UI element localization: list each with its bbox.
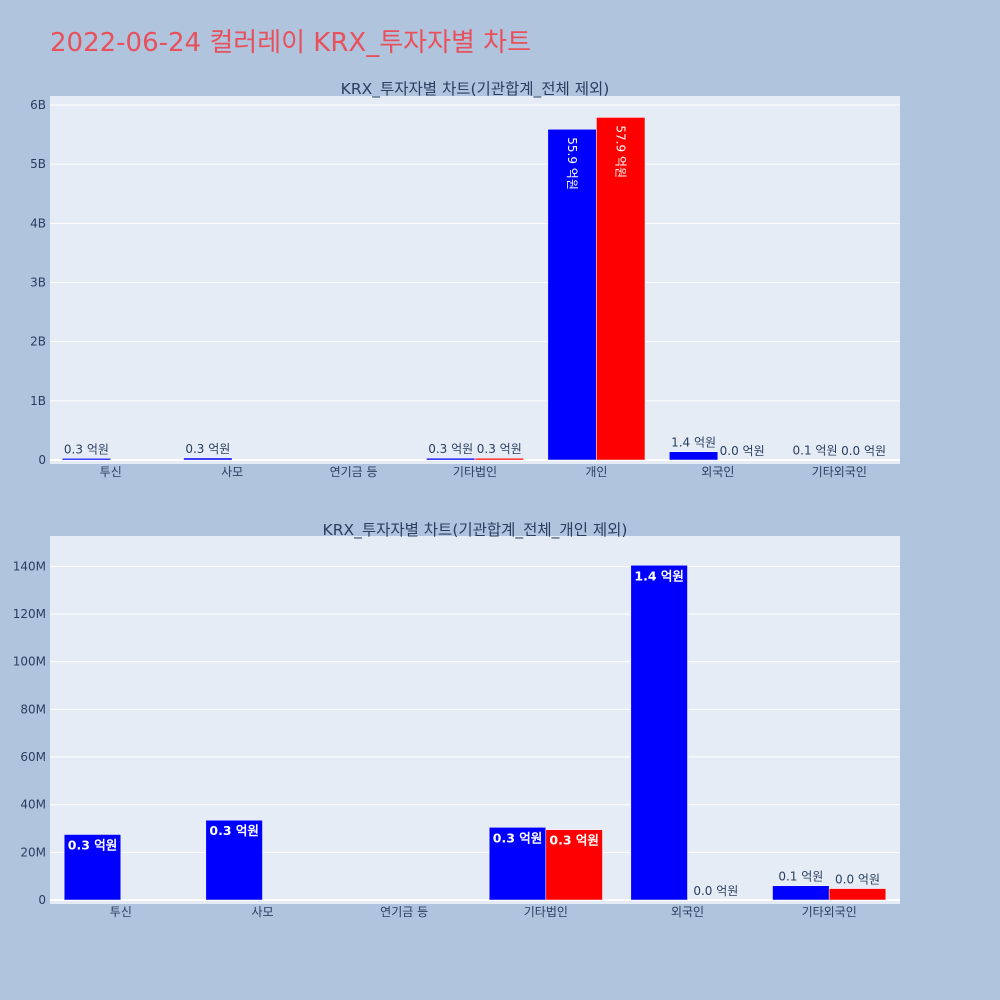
chart1-xtick-label: 기타외국인 <box>812 465 867 479</box>
chart1-bar <box>61 458 111 461</box>
chart2-bar <box>205 819 263 901</box>
chart1-title: KRX_투자자별 차트(기관합계_전체 제외) <box>341 80 610 99</box>
chart2-ytick-label: 20M <box>20 845 46 859</box>
chart2-xtick-label: 투신 <box>110 905 132 919</box>
chart1-xtick-label: 사모 <box>221 465 243 479</box>
chart1-ytick-label: 1B <box>30 394 46 408</box>
chart1-xtick-label: 개인 <box>585 465 607 479</box>
chart2-data-label: 0.3 억원 <box>68 837 118 852</box>
chart2-bar <box>63 834 122 901</box>
chart2-ytick-label: 120M <box>13 607 46 621</box>
chart1-bar <box>596 117 646 461</box>
chart1-ytick-label: 4B <box>30 216 46 230</box>
chart1-plot-area <box>50 96 900 464</box>
chart1-data-label: 1.4 억원 <box>671 436 716 450</box>
chart2-data-label: 0.0 억원 <box>693 884 738 898</box>
chart1-bar <box>183 457 233 461</box>
chart1-data-label: 0.0 억원 <box>720 444 765 458</box>
chart2-data-label: 0.0 억원 <box>835 873 880 887</box>
chart2-ytick-label: 60M <box>20 750 46 764</box>
chart1-ytick-label: 0 <box>38 453 46 467</box>
chart1-ytick-label: 6B <box>30 98 46 112</box>
chart2-title: KRX_투자자별 차트(기관합계_전체_개인 제외) <box>323 521 628 540</box>
chart1-data-label: 0.0 억원 <box>841 444 886 458</box>
chart1-bar <box>426 457 476 461</box>
chart2-bar <box>545 829 603 901</box>
chart2-bar <box>828 888 887 901</box>
chart2-xtick-label: 연기금 등 <box>380 905 428 919</box>
chart1-data-label: 0.3 억원 <box>185 442 230 456</box>
chart2-data-label: 1.4 억원 <box>634 568 684 583</box>
chart2-xtick-label: 기타법인 <box>524 905 568 919</box>
chart1-bar <box>669 451 719 461</box>
chart2-plot-area <box>50 536 900 904</box>
chart2-data-label: 0.3 억원 <box>549 833 599 848</box>
chart2-bar <box>772 885 830 901</box>
chart2-bar <box>630 565 688 901</box>
chart2-ytick-label: 100M <box>13 655 46 669</box>
chart1-data-label: 0.1 억원 <box>793 444 838 458</box>
chart2-data-label: 0.3 억원 <box>209 823 259 838</box>
chart1-xtick-label: 외국인 <box>701 465 734 479</box>
chart2-data-label: 0.3 억원 <box>493 830 543 845</box>
chart1-bar <box>547 129 597 461</box>
chart1-xtick-label: 연기금 등 <box>330 465 378 479</box>
chart2-ytick-label: 0 <box>38 893 46 907</box>
chart2-xtick-label: 외국인 <box>671 905 704 919</box>
page-title: 2022-06-24 컬러레이 KRX_투자자별 차트 <box>50 28 532 58</box>
chart1-xtick-label: 기타법인 <box>453 465 497 479</box>
chart2-ytick-label: 140M <box>13 559 46 573</box>
chart1-ytick-label: 3B <box>30 276 46 290</box>
chart2-xtick-label: 기타외국인 <box>802 905 857 919</box>
chart1-data-label: 0.3 억원 <box>428 442 473 456</box>
chart1-data-label: 57.9 억원 <box>614 125 628 178</box>
chart1-data-label: 55.9 억원 <box>565 137 579 190</box>
chart1-ytick-label: 5B <box>30 157 46 171</box>
chart2-ytick-label: 80M <box>20 702 46 716</box>
chart1-xtick-label: 투신 <box>100 465 122 479</box>
chart1-bar <box>474 457 524 461</box>
chart2-data-label: 0.1 억원 <box>778 870 823 884</box>
chart2-ytick-label: 40M <box>20 798 46 812</box>
chart1-data-label: 0.3 억원 <box>477 442 522 456</box>
chart1-ytick-label: 2B <box>30 335 46 349</box>
chart2-xtick-label: 사모 <box>251 905 273 919</box>
chart1-data-label: 0.3 억원 <box>64 442 109 456</box>
